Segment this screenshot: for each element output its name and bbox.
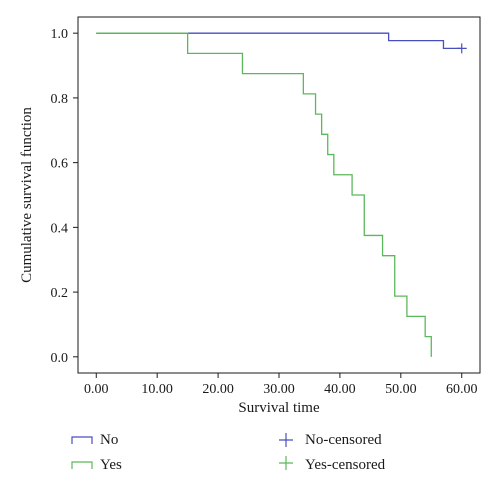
y-tick-label: 0.8 — [51, 92, 69, 107]
y-axis-title: Cumulative survival function — [19, 107, 35, 283]
legend-item-no-censored: No-censored — [279, 432, 382, 448]
legend-swatch-yes-censored — [279, 456, 293, 470]
x-axis-title: Survival time — [238, 400, 320, 416]
series-line-yes — [96, 32, 432, 357]
x-tick-label: 0.00 — [84, 382, 109, 397]
legend-swatch-no-censored — [279, 433, 293, 447]
legend-swatch-yes — [71, 461, 93, 469]
legend-item-no: No — [71, 432, 118, 448]
y-tick-label: 1.0 — [51, 27, 69, 42]
x-tick-label: 30.00 — [263, 382, 295, 397]
x-tick-label: 60.00 — [446, 382, 478, 397]
x-tick-label: 50.00 — [385, 382, 417, 397]
legend-item-yes: Yes — [71, 457, 122, 473]
censor-marks — [456, 43, 467, 54]
legend-label-yes: Yes — [100, 457, 122, 473]
legend-label-yes-censored: Yes-censored — [305, 457, 386, 473]
legend-label-no: No — [100, 432, 118, 448]
x-tick-label: 40.00 — [324, 382, 356, 397]
series-layer — [96, 32, 462, 357]
y-tick-label: 0.6 — [51, 157, 69, 172]
y-tick-label: 0.4 — [51, 221, 69, 236]
y-tick-label: 0.2 — [51, 286, 69, 301]
y-axis: 0.0 0.2 0.4 0.6 0.8 1.0 — [51, 27, 78, 366]
x-tick-label: 10.00 — [141, 382, 173, 397]
series-line-no — [96, 32, 462, 50]
x-tick-label: 20.00 — [202, 382, 234, 397]
plot-frame — [77, 16, 481, 374]
legend: No Yes No-censored Yes-censored — [71, 432, 386, 473]
x-axis: 0.00 10.00 20.00 30.00 40.00 50.00 60.00 — [84, 373, 477, 397]
legend-label-no-censored: No-censored — [305, 432, 382, 448]
censor-mark-no-censored — [456, 43, 467, 54]
legend-swatch-no — [71, 436, 93, 444]
legend-item-yes-censored: Yes-censored — [279, 456, 386, 473]
y-tick-label: 0.0 — [51, 351, 69, 366]
